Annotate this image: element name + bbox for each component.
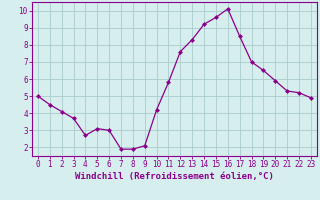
X-axis label: Windchill (Refroidissement éolien,°C): Windchill (Refroidissement éolien,°C) bbox=[75, 172, 274, 181]
